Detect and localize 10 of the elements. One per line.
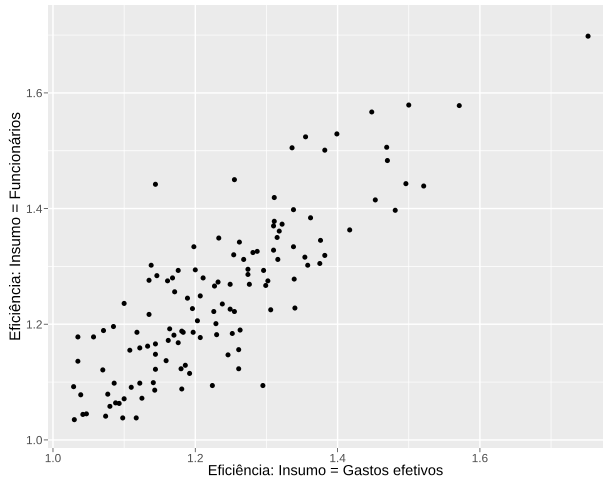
x-tick-label: 1.0 bbox=[46, 454, 61, 462]
x-axis-title: Eficiência: Insumo = Gastos efetivos bbox=[208, 464, 443, 476]
x-tick-label: 1.6 bbox=[472, 454, 488, 462]
y-tick-label: 1.0 bbox=[26, 436, 42, 444]
x-tick-label: 1.4 bbox=[330, 454, 346, 462]
x-tick-label: 1.2 bbox=[188, 454, 203, 462]
y-axis-title: Eficiência: Insumo = Funcionários bbox=[8, 112, 20, 340]
y-tick-label: 1.4 bbox=[26, 204, 42, 213]
y-tick-label: 1.6 bbox=[26, 88, 42, 98]
y-tick-label: 1.2 bbox=[26, 320, 42, 329]
